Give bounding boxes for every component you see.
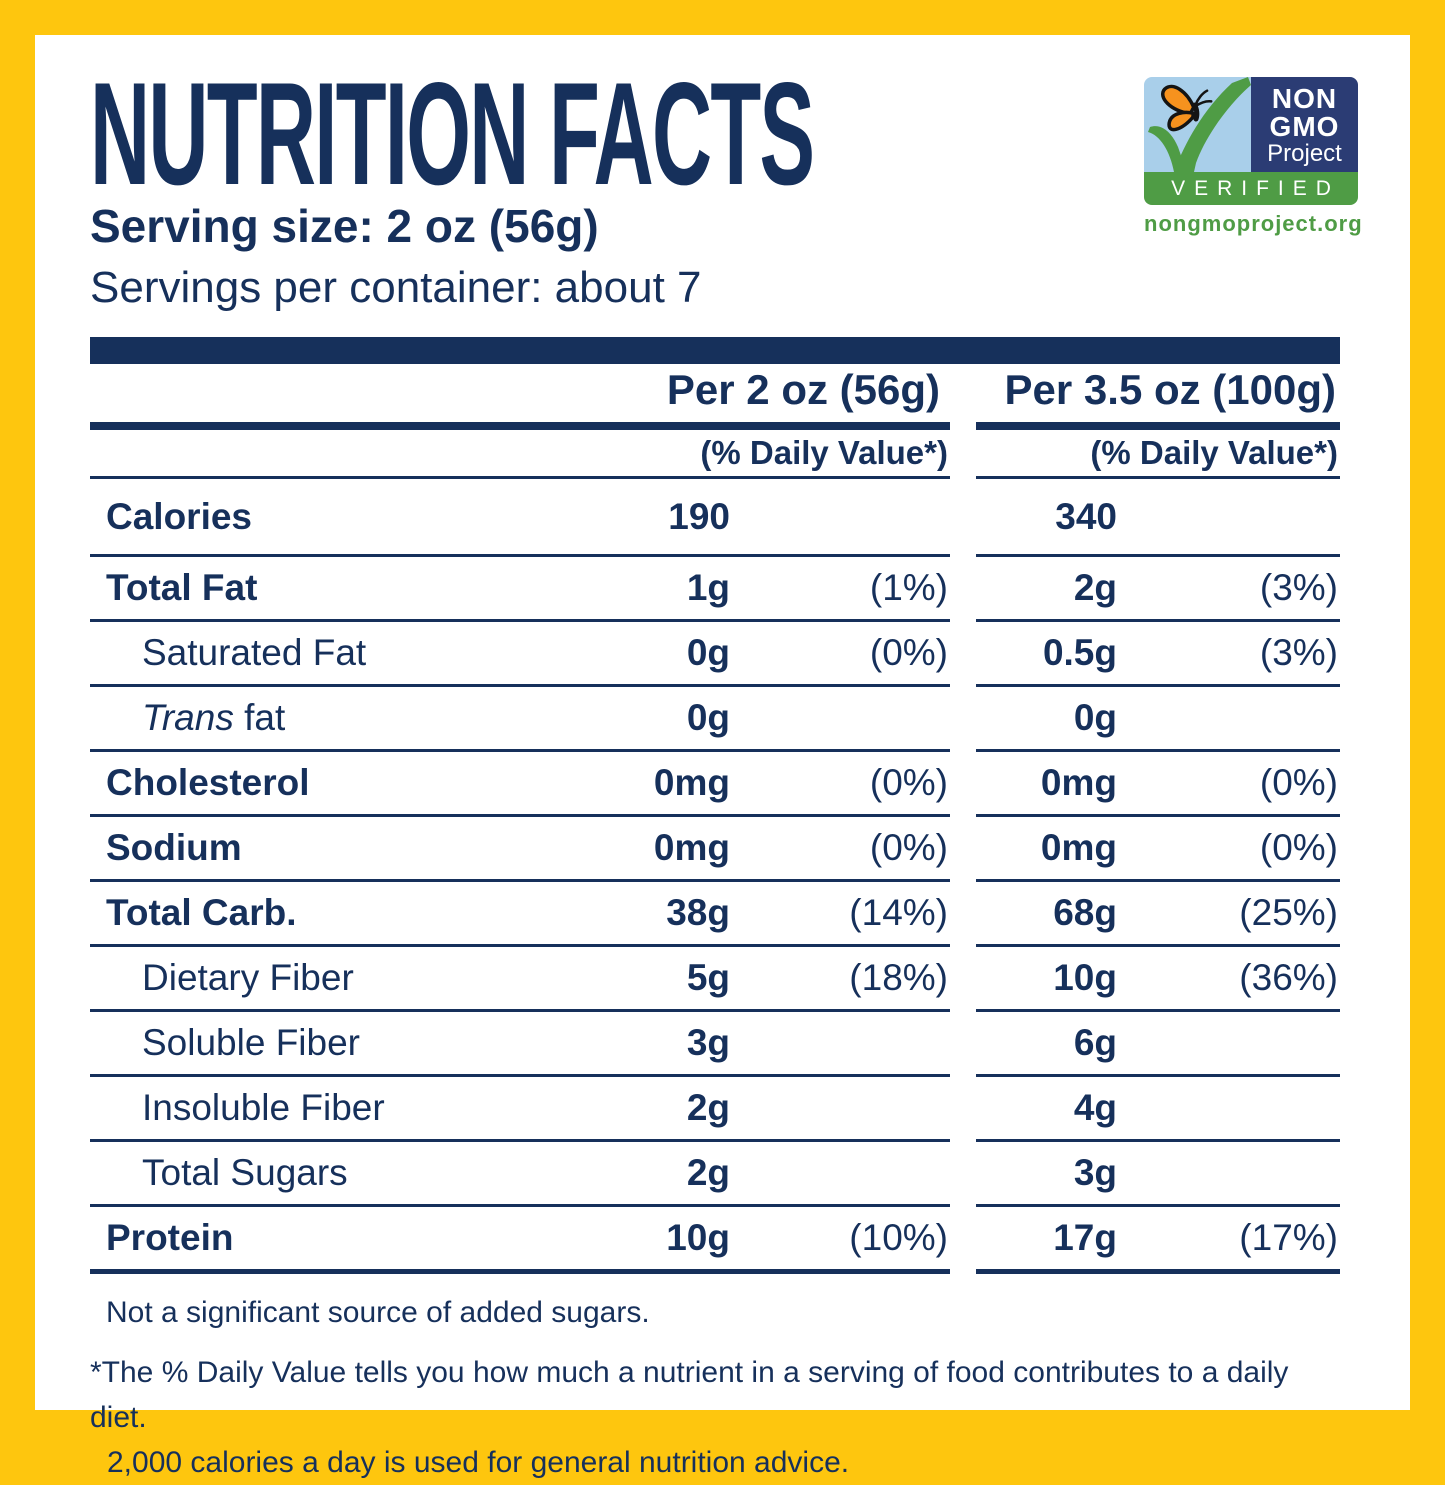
amount-per-serving: 0g (686, 632, 730, 673)
amount-per-100g: 17g (1053, 1217, 1117, 1258)
servings-per-container-text: Servings per container: about 7 (90, 263, 702, 312)
column-group-2-header: Per 3.5 oz (100g) (1004, 366, 1336, 413)
nutrient-label: Cholesterol (106, 762, 310, 803)
table-row: Cholesterol 0mg (0%) 0mg (0%) (90, 752, 1340, 814)
table-row: Calories 190 340 (90, 479, 1340, 554)
daily-value-per-serving: (1%) (869, 567, 948, 608)
verified-band: VERIFIED (1144, 172, 1358, 205)
daily-value-label-2: (% Daily Value*) (1090, 434, 1338, 471)
row-divider (90, 1139, 1340, 1142)
amount-per-serving: 38g (666, 892, 730, 933)
daily-value-per-100g: (3%) (1259, 632, 1338, 673)
nutrient-label: Total Sugars (142, 1152, 348, 1193)
row-divider (90, 944, 1340, 947)
amount-per-100g: 4g (1073, 1087, 1117, 1128)
daily-value-header-row: (% Daily Value*) (% Daily Value*) (90, 430, 1340, 476)
amount-per-100g: 0mg (1040, 827, 1117, 868)
nutrient-label: Insoluble Fiber (142, 1087, 385, 1128)
amount-per-serving: 2g (686, 1152, 730, 1193)
nutrient-label: Saturated Fat (142, 632, 367, 673)
row-divider (90, 814, 1340, 817)
amount-per-serving: 0g (686, 697, 730, 738)
nutrient-label: Total Fat (106, 567, 258, 608)
amount-per-serving: 10g (666, 1217, 730, 1258)
daily-value-per-100g: (17%) (1239, 1217, 1338, 1258)
row-divider (90, 554, 1340, 557)
amount-per-100g: 3g (1073, 1152, 1117, 1193)
daily-value-per-100g: (0%) (1259, 827, 1338, 868)
amount-per-100g: 340 (1055, 495, 1117, 537)
row-divider (90, 749, 1340, 752)
row-divider (90, 1204, 1340, 1207)
header-divider (90, 422, 1340, 430)
amount-per-100g: 2g (1073, 567, 1117, 608)
amount-per-100g: 0mg (1040, 762, 1117, 803)
row-divider (90, 684, 1340, 687)
table-row: Trans fat 0g 0g (90, 687, 1340, 749)
amount-per-serving: 0mg (653, 762, 730, 803)
daily-value-per-serving: (18%) (849, 957, 948, 998)
column-group-1-header: Per 2 oz (56g) (666, 366, 940, 413)
nutrient-rows: Calories 190 340 Total Fat 1g (1%) 2g (3… (90, 479, 1340, 1274)
row-divider (90, 619, 1340, 622)
table-row: Total Carb. 38g (14%) 68g (25%) (90, 882, 1340, 944)
daily-value-label-1: (% Daily Value*) (700, 434, 948, 471)
non-gmo-checkmark-butterfly-icon (1144, 77, 1251, 172)
nutrient-label: Protein (106, 1217, 234, 1258)
daily-value-per-serving: (0%) (869, 762, 948, 803)
amount-per-serving: 0mg (653, 827, 730, 868)
non-gmo-project-url: nongmoproject.org (1144, 211, 1363, 236)
amount-per-100g: 0g (1073, 697, 1117, 738)
table-row: Insoluble Fiber 2g 4g (90, 1077, 1340, 1139)
nutrient-label: Dietary Fiber (142, 957, 354, 998)
daily-value-per-serving: (0%) (869, 632, 948, 673)
daily-value-per-serving: (10%) (849, 1217, 948, 1258)
row-divider (90, 476, 1340, 479)
column-headers-row: Per 2 oz (56g) Per 3.5 oz (100g) (90, 364, 1340, 422)
table-row: Sodium 0mg (0%) 0mg (0%) (90, 817, 1340, 879)
nutrition-label-panel: NUTRITION FACTS Serving size: 2 oz (56g)… (35, 35, 1410, 1479)
amount-per-100g: 6g (1073, 1022, 1117, 1063)
amount-per-serving: 5g (686, 957, 730, 998)
table-row: Soluble Fiber 3g 6g (90, 1012, 1340, 1074)
table-row: Dietary Fiber 5g (18%) 10g (36%) (90, 947, 1340, 1009)
amount-per-100g: 0.5g (1042, 632, 1117, 673)
row-divider (90, 1269, 1340, 1274)
page-title: NUTRITION FACTS (90, 52, 815, 215)
daily-value-per-serving: (14%) (849, 892, 948, 933)
serving-size-text: Serving size: 2 oz (56g) (90, 200, 599, 252)
amount-per-serving: 1g (686, 567, 730, 608)
non-gmo-wordmark: NON GMO Project (1251, 77, 1358, 172)
added-sugars-note: Not a significant source of added sugars… (106, 1296, 650, 1329)
nutrient-label: Sodium (106, 827, 242, 868)
nutrient-label: Trans fat (142, 697, 286, 738)
amount-per-serving: 3g (686, 1022, 730, 1063)
daily-value-per-100g: (3%) (1259, 567, 1338, 608)
daily-value-per-100g: (36%) (1239, 957, 1338, 998)
daily-value-per-100g: (25%) (1239, 892, 1338, 933)
amount-per-100g: 10g (1053, 957, 1117, 998)
nutrient-label: Total Carb. (106, 892, 297, 933)
nutrient-label: Calories (106, 495, 253, 537)
daily-value-footnote: *The % Daily Value tells you how much a … (90, 1356, 1289, 1479)
amount-per-100g: 68g (1053, 892, 1117, 933)
row-divider (90, 1009, 1340, 1012)
table-row: Total Sugars 2g 3g (90, 1142, 1340, 1204)
non-gmo-project-verified-logo: NON GMO Project VERIFIED nongmoproject.o… (1144, 77, 1363, 237)
row-divider (90, 879, 1340, 882)
daily-value-per-serving: (0%) (869, 827, 948, 868)
row-divider (90, 1074, 1340, 1077)
table-row: Total Fat 1g (1%) 2g (3%) (90, 557, 1340, 619)
table-top-bar (90, 337, 1340, 364)
nutrient-label: Soluble Fiber (142, 1022, 361, 1063)
amount-per-serving: 2g (686, 1087, 730, 1128)
table-row: Saturated Fat 0g (0%) 0.5g (3%) (90, 622, 1340, 684)
amount-per-serving: 190 (668, 495, 730, 537)
table-row: Protein 10g (10%) 17g (17%) (90, 1207, 1340, 1269)
daily-value-per-100g: (0%) (1259, 762, 1338, 803)
